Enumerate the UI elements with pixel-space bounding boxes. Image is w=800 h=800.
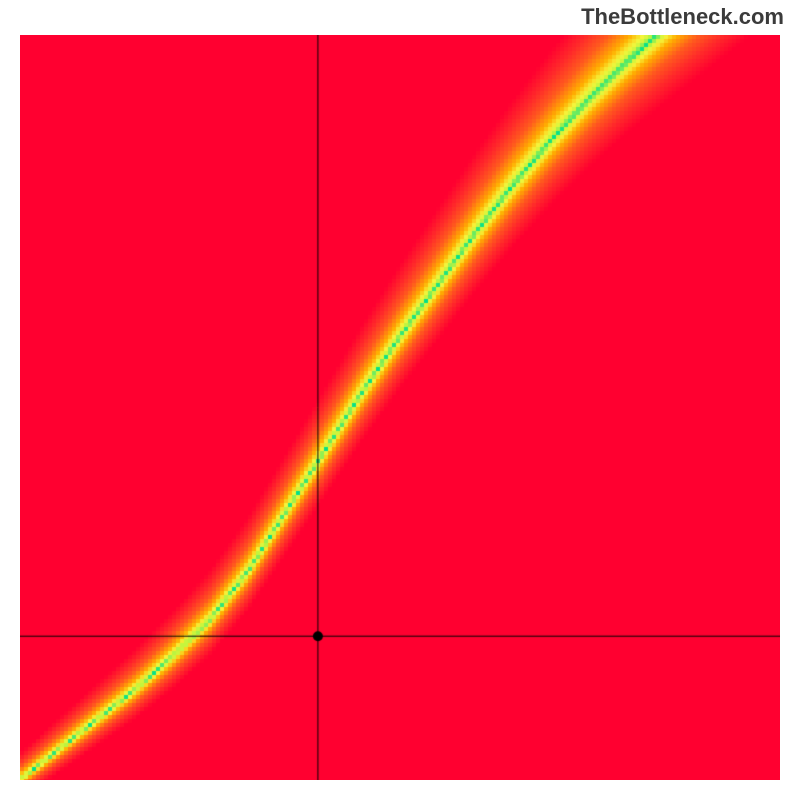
- watermark-text: TheBottleneck.com: [581, 4, 784, 30]
- chart-container: TheBottleneck.com: [0, 0, 800, 800]
- bottleneck-heatmap: [20, 35, 780, 780]
